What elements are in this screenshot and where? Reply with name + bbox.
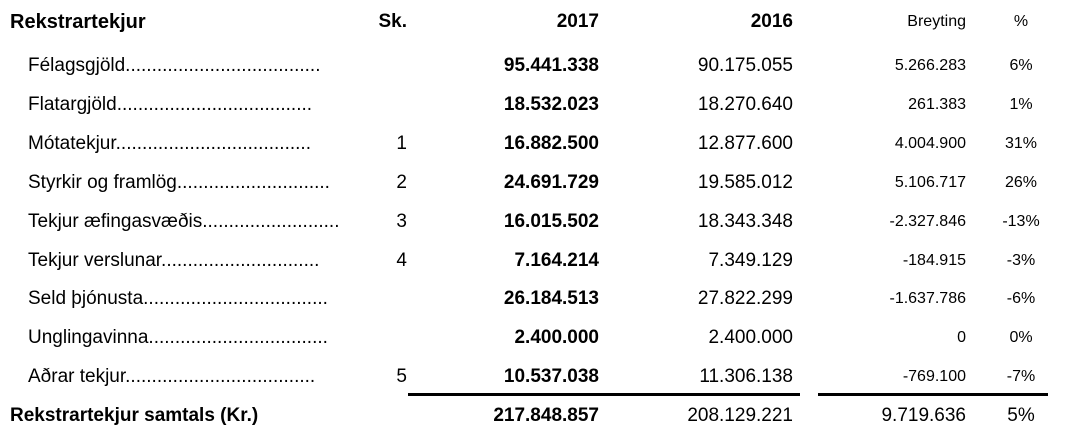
cell: -13%	[1002, 212, 1040, 230]
cell: 31%	[1004, 134, 1038, 152]
cell: 5.266.283	[894, 57, 966, 74]
cell: 1	[396, 132, 407, 154]
cell: 18.343.348	[697, 210, 793, 232]
row-label: Félagsgjöld.............................…	[28, 55, 321, 76]
cell: 2.400.000	[514, 327, 599, 349]
cell: 7.349.129	[708, 249, 793, 271]
cell: 2	[396, 171, 407, 193]
cell: -7%	[1006, 368, 1036, 386]
cell: 0%	[1009, 329, 1033, 347]
cell: 4	[396, 249, 407, 271]
cell: 3	[396, 210, 407, 232]
cell: 16.015.502	[503, 210, 599, 232]
row-label: Aðrar tekjur............................…	[28, 366, 316, 388]
cell: -2.327.846	[889, 212, 966, 230]
cell: 16.882.500	[503, 132, 599, 154]
cell: 7.164.214	[514, 249, 599, 271]
cell: 18.270.640	[697, 93, 793, 115]
header-cell: Sk.	[378, 11, 407, 32]
cell: 0	[957, 329, 966, 347]
cell: 19.585.012	[697, 171, 793, 193]
row-label: Tekjur verslunar........................…	[28, 249, 320, 271]
header-cell: Breyting	[907, 13, 966, 30]
cell: 5	[396, 366, 407, 388]
row-label: Seld þjónusta...........................…	[28, 288, 328, 310]
cell: 4.004.900	[894, 134, 966, 152]
cell: 18.532.023	[503, 93, 599, 115]
cell: 5.106.717	[894, 173, 966, 191]
header-cell: %	[1013, 13, 1029, 30]
row-label: Mótatekjur..............................…	[28, 132, 311, 154]
cell: -6%	[1006, 290, 1036, 308]
header-cell: Rekstrartekjur	[10, 11, 146, 33]
total-cell: 217.848.857	[493, 405, 599, 426]
header-cell: 2016	[750, 11, 793, 32]
cell: -769.100	[902, 368, 966, 386]
row-label: Tekjur æfingasvæðis.....................…	[28, 210, 340, 232]
total-cell: 5%	[1007, 405, 1035, 426]
cell: 261.383	[908, 95, 966, 113]
cell: -184.915	[902, 251, 966, 269]
total-cell: 9.719.636	[881, 405, 966, 426]
cell: 90.175.055	[697, 55, 793, 76]
cell: 95.441.338	[503, 55, 599, 76]
cell: 6%	[1009, 57, 1033, 74]
cell: 1%	[1009, 95, 1033, 113]
cell: 10.537.038	[503, 366, 599, 388]
row-label: Styrkir og framlög......................…	[28, 171, 330, 193]
cell: 26.184.513	[503, 288, 599, 310]
total-cell: 208.129.221	[687, 405, 793, 426]
row-label: Flatargjöld.............................…	[28, 93, 313, 115]
cell: 24.691.729	[503, 171, 599, 193]
cell: 27.822.299	[697, 288, 793, 310]
underline	[818, 393, 1048, 396]
row-label: Unglingavinna...........................…	[28, 327, 328, 349]
cell: 11.306.138	[699, 366, 793, 388]
cell: 2.400.000	[708, 327, 793, 349]
total-label: Rekstrartekjur samtals (Kr.)	[10, 405, 259, 426]
cell: -1.637.786	[889, 290, 966, 308]
cell: 26%	[1004, 173, 1038, 191]
cell: -3%	[1006, 251, 1036, 269]
underline	[408, 393, 800, 396]
cell: 12.877.600	[697, 132, 793, 154]
header-cell: 2017	[556, 11, 599, 32]
